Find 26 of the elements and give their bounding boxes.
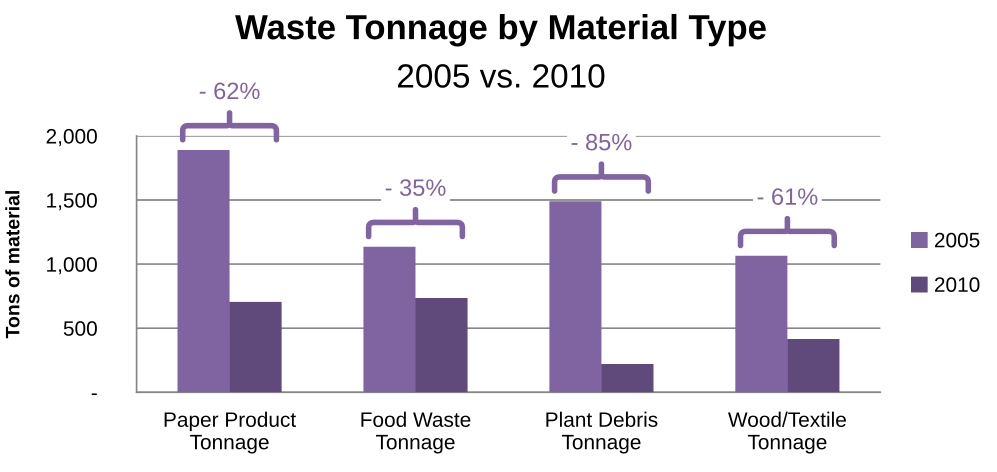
- bar: [416, 298, 468, 392]
- bar: [787, 339, 840, 392]
- bar: [177, 150, 230, 392]
- legend-label: 2010: [934, 277, 980, 292]
- bar: [363, 246, 416, 392]
- legend-label: 2005: [934, 232, 980, 248]
- y-tick-label: 1,000: [47, 257, 97, 274]
- bar: [601, 364, 654, 392]
- y-tick-label: 1,500: [47, 193, 97, 210]
- y-axis-title: Tons of material: [5, 191, 20, 338]
- x-tick-label: Wood/Textile Tonnage: [728, 412, 846, 454]
- y-tick-label: -: [92, 393, 97, 396]
- bar: [230, 302, 282, 392]
- text: - 62%: [200, 82, 260, 100]
- annotation: - 85%: [572, 134, 632, 150]
- bar: [549, 201, 602, 392]
- annotation: - 61%: [758, 188, 818, 205]
- bar: [735, 256, 788, 392]
- x-tick-label: Paper Product Tonnage: [164, 412, 296, 454]
- x-tick-label: Plant Debris Tonnage: [546, 412, 658, 454]
- chart-title: Waste Tonnage by Material Type: [235, 14, 766, 46]
- x-tick-label: Food Waste Tonnage: [361, 412, 470, 454]
- chart-subtitle: 2005 vs. 2010: [398, 64, 604, 88]
- annotation: - 35%: [386, 179, 446, 196]
- y-tick-label: 500: [64, 321, 97, 336]
- y-tick-label: 2,000: [46, 128, 97, 146]
